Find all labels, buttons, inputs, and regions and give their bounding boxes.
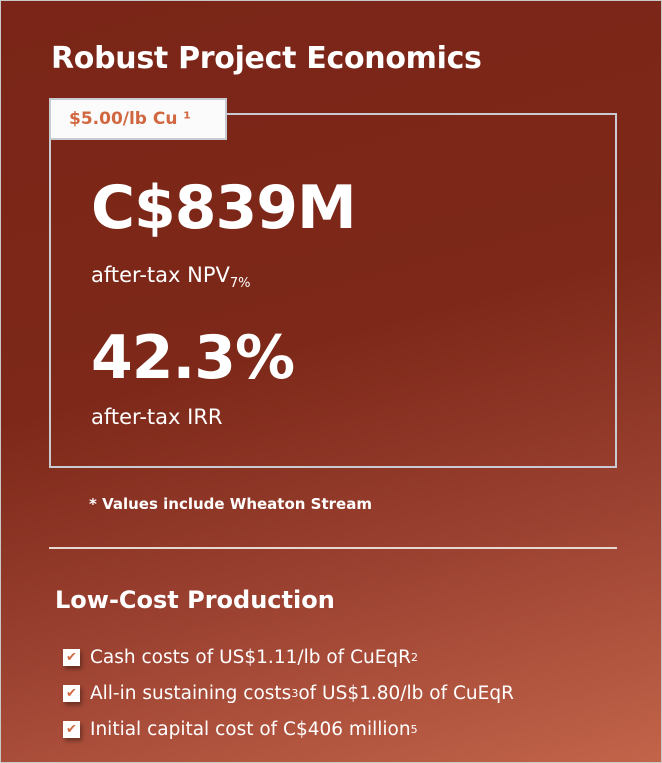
- price-tag: $5.00/lb Cu ¹: [49, 98, 227, 140]
- page-title: Robust Project Economics: [51, 41, 482, 76]
- item-rest: of US$1.80/lb of CuEqR: [298, 682, 514, 704]
- list-item: ✔ Cash costs of US$1.11/lb of CuEqR 2: [63, 639, 514, 675]
- item-text: All-in sustaining costs: [90, 682, 292, 704]
- item-sup: 5: [410, 722, 418, 736]
- npv-label: after-tax NPV7%: [91, 263, 250, 291]
- item-text: Initial capital cost of C$406 million: [90, 718, 411, 740]
- npv-label-text: after-tax NPV: [91, 263, 230, 287]
- irr-label: after-tax IRR: [91, 405, 223, 429]
- list-item: ✔ All-in sustaining costs 3 of US$1.80/lb …: [63, 675, 514, 711]
- economics-box: [49, 113, 617, 468]
- checkbox-checked-icon: ✔: [63, 648, 80, 666]
- item-sup: 2: [411, 650, 418, 664]
- list-item: ✔ Initial capital cost of C$406 million 5: [63, 711, 514, 747]
- section-heading: Low-Cost Production: [55, 586, 335, 614]
- irr-value: 42.3%: [91, 323, 295, 393]
- item-text: Cash costs of US$1.11/lb of CuEqR: [90, 646, 411, 668]
- npv-value: C$839M: [91, 173, 357, 243]
- checkbox-checked-icon: ✔: [63, 720, 80, 738]
- production-list: ✔ Cash costs of US$1.11/lb of CuEqR 2 ✔ All…: [63, 639, 514, 747]
- npv-subscript: 7%: [229, 276, 251, 292]
- item-sup: 3: [291, 686, 299, 700]
- checkbox-checked-icon: ✔: [63, 684, 80, 702]
- divider: [49, 547, 617, 549]
- footnote: * Values include Wheaton Stream: [89, 495, 372, 513]
